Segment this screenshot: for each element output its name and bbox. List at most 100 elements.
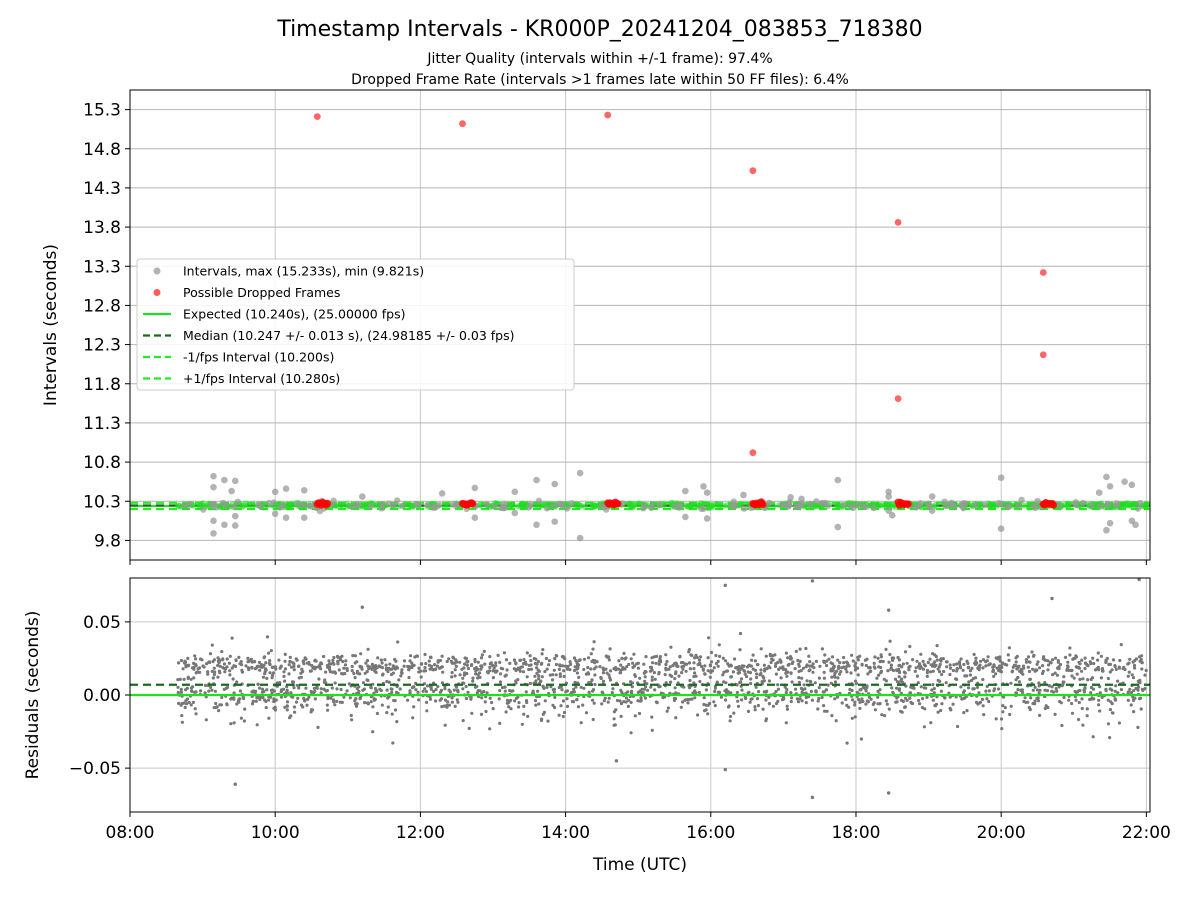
interval-point xyxy=(181,502,188,509)
residual-point xyxy=(443,698,448,702)
residual-point xyxy=(423,687,427,691)
residual-point xyxy=(176,685,180,689)
interval-outlier-point xyxy=(682,487,689,495)
residual-point xyxy=(452,688,456,692)
residual-point xyxy=(193,654,197,658)
residual-point xyxy=(1131,660,1135,664)
residual-point xyxy=(830,714,834,718)
residual-point xyxy=(918,702,922,706)
interval-point xyxy=(230,503,238,511)
residual-point xyxy=(295,683,299,687)
residual-point xyxy=(985,659,989,663)
residual-point xyxy=(395,720,399,724)
residual-point xyxy=(373,697,377,702)
residual-point xyxy=(325,688,329,693)
residual-point xyxy=(345,668,349,673)
residual-point xyxy=(891,658,895,663)
residual-point xyxy=(494,664,498,668)
residual-point xyxy=(1050,685,1054,689)
residual-point xyxy=(948,663,952,667)
y-tick-label: 11.3 xyxy=(83,414,121,434)
residual-point xyxy=(385,711,389,715)
interval-outlier-point xyxy=(703,489,711,496)
interval-point xyxy=(948,499,955,506)
residual-point xyxy=(407,675,411,680)
interval-outlier-point xyxy=(231,522,239,529)
residual-point xyxy=(708,675,712,679)
residual-point xyxy=(447,703,452,707)
residual-point xyxy=(369,686,373,690)
residual-point xyxy=(885,702,889,706)
residual-point xyxy=(749,681,753,686)
residual-point xyxy=(283,659,287,663)
residual-point xyxy=(464,684,468,689)
residual-point xyxy=(796,700,801,704)
residual-point xyxy=(1038,713,1042,718)
residual-point xyxy=(837,666,841,671)
y-tick-label: 10.3 xyxy=(83,492,121,512)
residual-point xyxy=(816,707,820,711)
y-tick-label: 14.8 xyxy=(83,140,121,160)
residual-point xyxy=(584,711,589,715)
residual-point xyxy=(899,709,903,713)
residual-point xyxy=(684,669,688,673)
interval-outlier-point xyxy=(997,474,1005,482)
residual-point xyxy=(818,664,822,668)
residual-point xyxy=(929,670,933,674)
residual-point xyxy=(412,685,416,689)
residual-point xyxy=(503,674,507,678)
residual-point xyxy=(884,647,888,652)
band-point xyxy=(770,503,777,510)
residual-point xyxy=(247,659,251,664)
residual-point xyxy=(833,675,837,679)
residual-point xyxy=(958,664,962,668)
residual-point xyxy=(569,691,574,695)
residual-point xyxy=(536,689,540,693)
interval-point xyxy=(316,507,324,515)
residual-point xyxy=(777,667,781,672)
intervals-y-axis-label: Intervals (seconds) xyxy=(41,244,61,406)
residual-point xyxy=(554,662,559,667)
y-tick-label: 15.3 xyxy=(83,101,121,121)
residual-point xyxy=(767,695,771,700)
residual-point xyxy=(1077,700,1081,705)
residual-point xyxy=(247,667,251,672)
residual-point xyxy=(318,663,322,667)
residual-point xyxy=(1111,711,1115,715)
residual-point xyxy=(1038,666,1042,670)
residual-point xyxy=(728,719,732,723)
residual-point xyxy=(1136,725,1140,730)
residual-point xyxy=(314,659,318,663)
residual-point xyxy=(1080,658,1084,662)
residual-point xyxy=(504,658,509,662)
residual-point xyxy=(880,713,884,717)
interval-point xyxy=(265,499,273,507)
residual-point xyxy=(678,655,682,659)
residual-point xyxy=(480,653,484,657)
residual-point xyxy=(267,716,271,720)
residual-point xyxy=(978,663,982,667)
residual-point xyxy=(706,669,710,673)
residual-point xyxy=(230,666,234,670)
residual-point xyxy=(992,674,996,679)
y-tick-label: 12.8 xyxy=(83,296,121,316)
residual-point xyxy=(341,659,345,664)
residual-point xyxy=(1134,657,1138,661)
residual-point xyxy=(239,716,243,720)
residual-point xyxy=(1085,714,1089,718)
residual-point xyxy=(614,666,618,670)
residual-point xyxy=(211,676,215,680)
residual-point xyxy=(554,654,558,658)
residual-point xyxy=(419,662,423,666)
residual-point xyxy=(1132,689,1136,693)
residual-point xyxy=(266,698,271,702)
residual-point xyxy=(1097,703,1101,707)
residual-point xyxy=(755,672,759,676)
residual-point xyxy=(935,644,939,648)
residual-point xyxy=(541,648,545,652)
residual-point xyxy=(214,701,218,706)
residual-point xyxy=(1082,688,1086,692)
residual-point xyxy=(589,667,593,671)
residual-point xyxy=(1098,709,1102,713)
residual-point xyxy=(931,683,935,687)
